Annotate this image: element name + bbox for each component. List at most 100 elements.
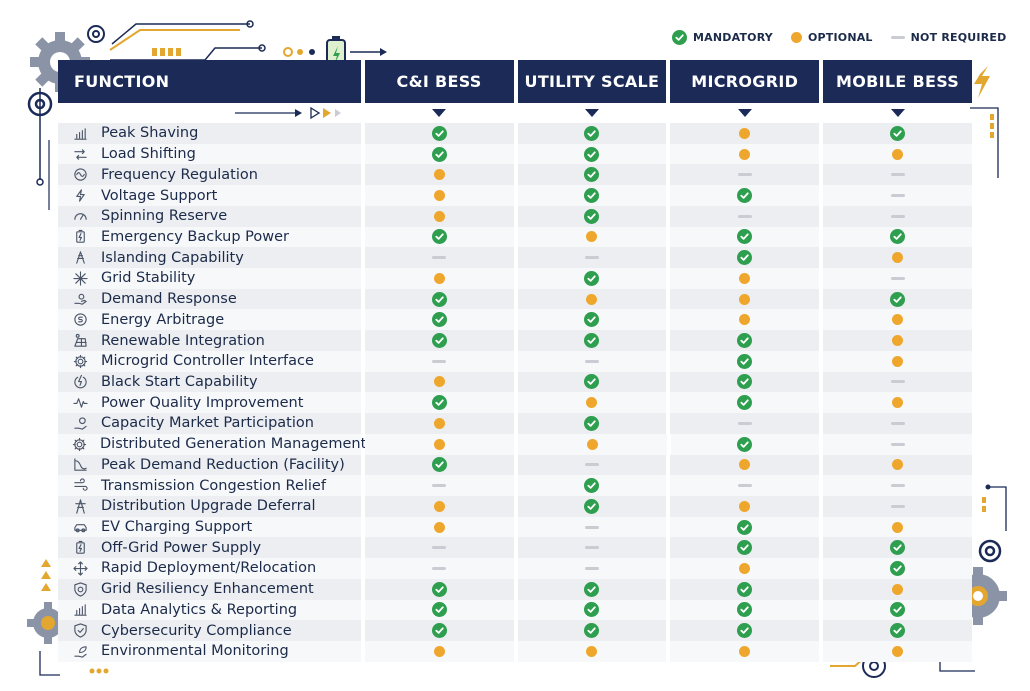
- optional-dot-icon: [892, 645, 904, 657]
- status-cell-ci-bess: [364, 640, 514, 662]
- function-label: Grid Stability: [101, 270, 196, 287]
- status-cell-ci-bess: [364, 205, 514, 227]
- car-icon: [72, 519, 88, 535]
- status-cell-microgrid: [670, 454, 820, 476]
- header-microgrid: MICROGRID: [670, 60, 820, 103]
- optional-dot-icon: [433, 500, 445, 512]
- mandatory-check-icon: [431, 229, 447, 245]
- status-cell-utility-scale: [517, 205, 667, 227]
- hand-coin-icon: [72, 415, 88, 431]
- function-cell: Environmental Monitoring: [58, 640, 361, 662]
- status-cell-mobile-bess: [823, 537, 972, 559]
- status-cell-ci-bess: [364, 288, 514, 310]
- optional-dot-icon: [586, 293, 598, 305]
- down-arrow-icon: [670, 103, 819, 123]
- tower-icon: [72, 250, 88, 266]
- legend: MANDATORY OPTIONAL NOT REQUIRED: [672, 30, 1006, 45]
- status-cell-mobile-bess: [823, 620, 972, 641]
- not-required-dash-icon: [584, 256, 599, 260]
- not-required-dash-icon: [432, 546, 447, 550]
- status-cell-ci-bess: [364, 123, 514, 144]
- mandatory-check-icon: [431, 581, 447, 597]
- mandatory-check-icon: [431, 333, 447, 349]
- status-cell-microgrid: [670, 123, 820, 144]
- legend-optional-dot-icon: [790, 32, 802, 43]
- status-cell-microgrid: [670, 578, 820, 600]
- mandatory-check-icon: [431, 312, 447, 328]
- mandatory-check-icon: [431, 125, 447, 141]
- mandatory-check-icon: [737, 395, 753, 411]
- function-cell: Islanding Capability: [58, 247, 361, 269]
- not-required-dash-icon: [890, 504, 905, 508]
- function-label: Power Quality Improvement: [101, 394, 304, 411]
- status-cell-mobile-bess: [823, 475, 972, 496]
- status-cell-mobile-bess: [823, 205, 972, 227]
- status-cell-microgrid: [670, 143, 820, 165]
- gear-icon: [72, 353, 88, 369]
- status-cell-mobile-bess: [823, 413, 972, 434]
- pylon-icon: [72, 498, 88, 514]
- status-cell-mobile-bess: [823, 185, 972, 206]
- chart-bar-icon: [72, 602, 88, 618]
- not-required-dash-icon: [890, 380, 905, 384]
- legend-item-optional: OPTIONAL: [790, 31, 873, 44]
- mandatory-check-icon: [584, 581, 600, 597]
- matrix-rows: Peak Shaving Load Shifting Frequency Regul…: [58, 123, 972, 662]
- mandatory-check-icon: [737, 623, 753, 639]
- function-cell: Distribution Upgrade Deferral: [58, 495, 361, 517]
- chart-bar-icon: [72, 125, 88, 141]
- table-row: Demand Response: [58, 288, 972, 310]
- optional-dot-icon: [892, 148, 904, 160]
- function-label: EV Charging Support: [101, 519, 253, 536]
- function-cell: Cybersecurity Compliance: [58, 620, 361, 641]
- table-row: Transmission Congestion Relief: [58, 475, 972, 496]
- status-cell-ci-bess: [364, 620, 514, 641]
- status-cell-microgrid: [670, 309, 820, 331]
- function-cell: Data Analytics & Reporting: [58, 599, 361, 621]
- table-row: Distributed Generation Management: [58, 433, 972, 455]
- status-cell-ci-bess: [364, 226, 514, 248]
- table-row: Renewable Integration: [58, 330, 972, 351]
- table-row: Black Start Capability: [58, 371, 972, 393]
- table-row: Load Shifting: [58, 143, 972, 165]
- not-required-dash-icon: [584, 525, 599, 529]
- status-cell-utility-scale: [517, 143, 667, 165]
- circuit-decoration-right: [970, 66, 999, 178]
- status-cell-ci-bess: [364, 413, 514, 434]
- status-cell-microgrid: [670, 205, 820, 227]
- pulse-icon: [72, 395, 88, 411]
- table-row: Spinning Reserve: [58, 205, 972, 227]
- not-required-dash-icon: [890, 214, 905, 218]
- down-arrow-icon: [517, 103, 666, 123]
- header-arrow-spacer: [58, 103, 361, 123]
- optional-dot-icon: [892, 459, 904, 471]
- status-cell-mobile-bess: [823, 268, 972, 289]
- function-cell: Microgrid Controller Interface: [58, 350, 361, 372]
- function-label: Black Start Capability: [101, 373, 258, 390]
- status-cell-utility-scale: [517, 247, 667, 269]
- curve-icon: [72, 457, 88, 473]
- mandatory-check-icon: [890, 560, 906, 576]
- status-cell-mobile-bess: [823, 640, 972, 662]
- status-cell-utility-scale: [517, 537, 667, 559]
- legend-item-mandatory: MANDATORY: [672, 30, 773, 45]
- function-cell: Demand Response: [58, 288, 361, 310]
- optional-dot-icon: [433, 645, 445, 657]
- mandatory-check-icon: [890, 623, 906, 639]
- status-cell-ci-bess: [364, 516, 514, 538]
- table-row: Distribution Upgrade Deferral: [58, 495, 972, 517]
- status-cell-utility-scale: [517, 599, 667, 621]
- status-cell-mobile-bess: [823, 350, 972, 372]
- gauge-icon: [72, 208, 88, 224]
- function-label: Demand Response: [101, 291, 237, 308]
- function-label: Peak Demand Reduction (Facility): [101, 456, 345, 473]
- optional-dot-icon: [433, 210, 445, 222]
- header-arrow-row: [58, 103, 972, 123]
- optional-dot-icon: [586, 645, 598, 657]
- status-cell-utility-scale: [517, 123, 667, 144]
- function-label: Capacity Market Participation: [101, 415, 314, 432]
- function-label: Load Shifting: [101, 146, 196, 163]
- status-cell-mobile-bess: [823, 392, 972, 414]
- function-label: Frequency Regulation: [101, 166, 258, 183]
- function-label: Spinning Reserve: [101, 208, 228, 225]
